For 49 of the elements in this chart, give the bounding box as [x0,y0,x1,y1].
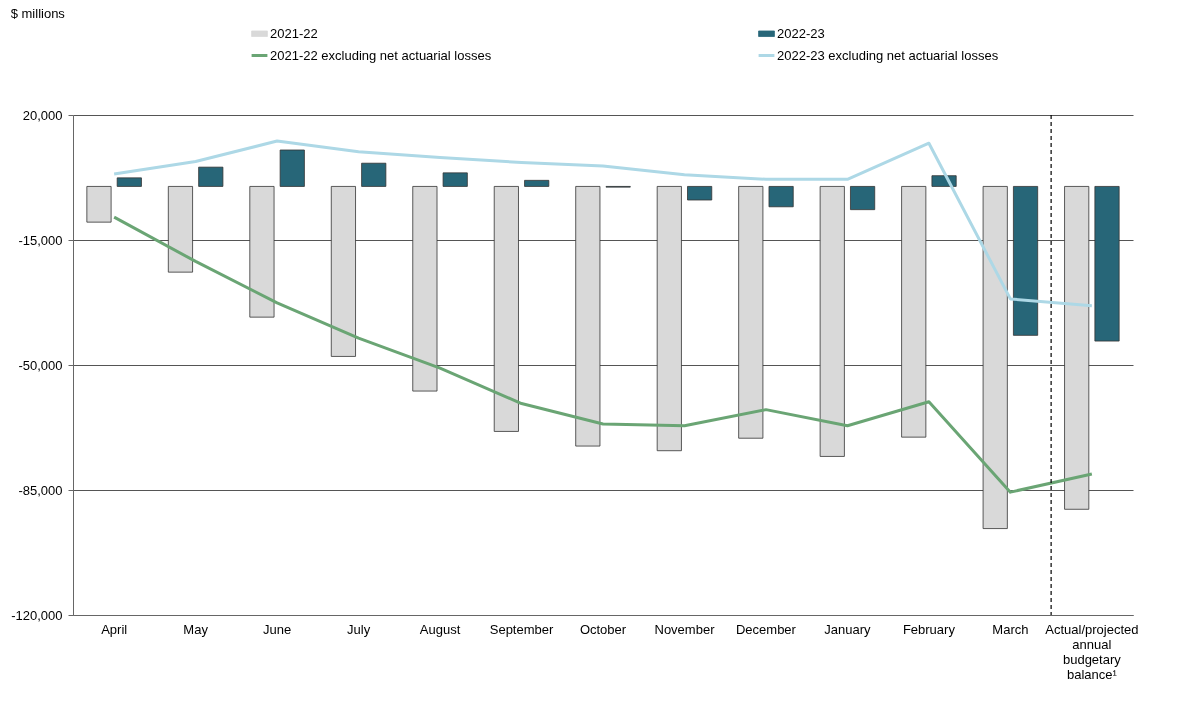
x-tick-label: December [735,621,797,637]
x-tick-label: June [263,621,292,637]
bar [493,186,519,432]
bar [850,186,876,211]
text: $ millions [10,6,66,21]
x-tick-label: October [579,621,627,637]
y-tick-label: -50,000 [18,357,63,373]
bar [361,162,387,187]
bar [687,186,713,201]
bar [738,186,764,439]
bar [1013,186,1039,336]
bar [819,186,845,457]
x-tick-label: April [101,621,128,637]
bar [656,186,682,452]
x-tick-label: February [902,621,956,637]
x-tick-label: August [419,621,461,637]
bar [768,186,794,208]
bar [442,172,468,187]
y-tick-label: -85,000 [18,482,63,498]
bar [86,186,112,223]
x-tick-label: September [489,621,554,637]
x-tick-label: January [824,621,872,637]
x-tick-label: Actual/projected annual budgetary balance¹ [1045,621,1139,682]
bar [901,186,927,438]
bar [1064,186,1090,510]
bar [1094,186,1120,342]
line-series [112,215,1094,494]
legend-label: 2022-23 excluding net actuarial losses [777,47,999,63]
y-tick-label: -120,000 [11,607,63,623]
y-tick-label: -15,000 [18,232,63,248]
legend-label: 2021-22 excluding net actuarial losses [270,47,492,63]
bar [249,186,275,318]
bar [524,179,550,187]
bar [279,149,305,187]
x-tick-label: May [183,621,209,637]
x-tick-label: March [992,621,1029,637]
bar [198,166,224,187]
bar [412,186,438,392]
bar [575,186,601,447]
x-tick-label: November [654,621,716,637]
line-series [112,139,1094,308]
legend-label: 2022-23 [777,25,825,41]
bar [167,186,193,273]
legend-label: 2021-22 [270,25,318,41]
y-tick-label: 20,000 [22,107,63,123]
x-tick-label: July [347,621,371,637]
bar [982,186,1008,529]
bar [330,186,356,357]
bar [116,177,142,187]
